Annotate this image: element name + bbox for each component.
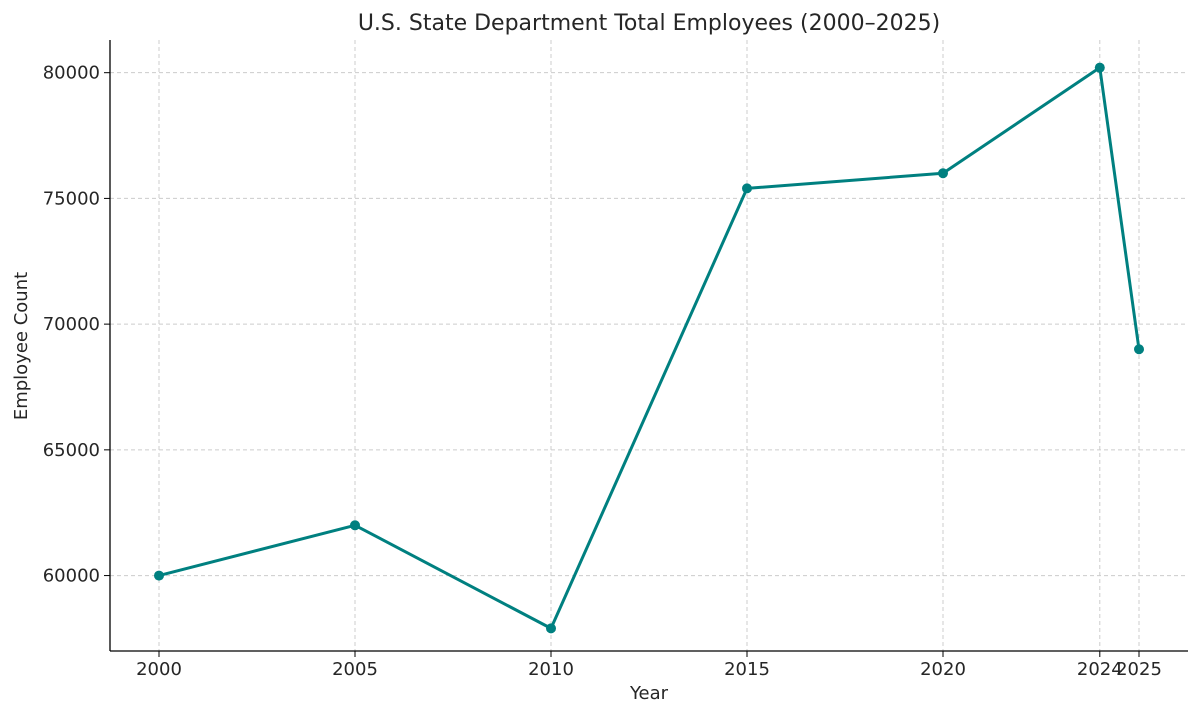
axes (109, 40, 1188, 652)
x-tick-label: 2010 (528, 659, 574, 680)
series-group (154, 62, 1144, 634)
x-tick-label: 2024 (1077, 659, 1123, 680)
x-axis-title: Year (629, 683, 669, 704)
x-tick-label: 2015 (724, 659, 770, 680)
y-tick-label: 65000 (43, 440, 100, 461)
x-tick-label: 2005 (332, 659, 378, 680)
data-point (1134, 344, 1144, 355)
y-tick-label: 75000 (43, 188, 100, 209)
data-point (1094, 62, 1105, 73)
data-point (742, 183, 752, 194)
data-point (546, 623, 556, 634)
y-axis-title: Employee Count (11, 272, 32, 420)
y-tick-label: 80000 (43, 63, 100, 84)
data-point (350, 520, 360, 531)
data-point (154, 570, 164, 581)
y-tick-label: 60000 (43, 566, 100, 587)
x-tick-label: 2025 (1116, 659, 1162, 680)
grid-lines (110, 40, 1188, 651)
x-tick-label: 2000 (136, 659, 182, 680)
y-axis-ticks: 60000 65000 70000 75000 80000 (43, 63, 110, 587)
y-tick-label: 70000 (43, 314, 100, 335)
data-point (938, 168, 948, 179)
series-line (157, 66, 1141, 630)
x-tick-label: 2020 (920, 659, 966, 680)
chart-title: U.S. State Department Total Employees (2… (358, 11, 940, 36)
